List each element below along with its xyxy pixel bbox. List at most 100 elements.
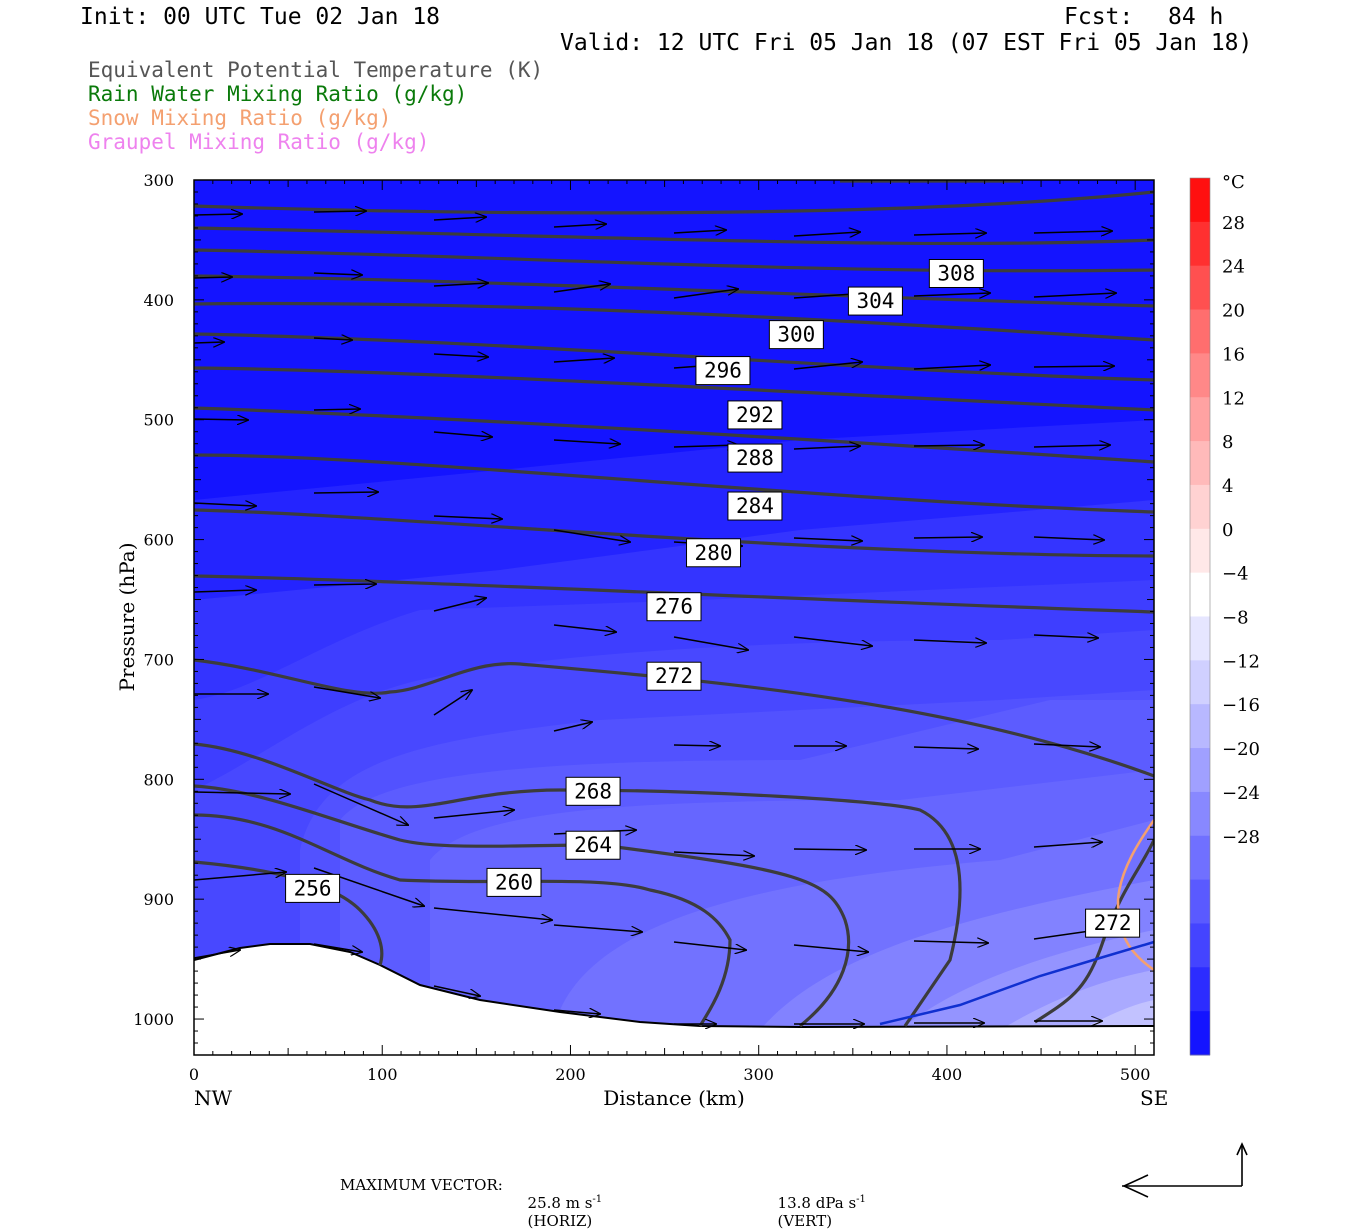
colorbar-swatch — [1190, 835, 1210, 881]
colorbar-label: 12 — [1222, 388, 1245, 409]
theta-e-label: 296 — [704, 359, 742, 383]
colorbar-swatch — [1190, 660, 1210, 705]
colorbar-swatch — [1190, 484, 1210, 530]
colorbar-swatch — [1190, 572, 1210, 617]
theta-e-label: 280 — [695, 541, 733, 565]
colorbar-swatch — [1190, 616, 1210, 661]
legend-theta-e: Equivalent Potential Temperature (K) — [88, 58, 544, 82]
x-tick-label: 400 — [932, 1065, 963, 1084]
x-axis-right-end-label: SE — [1140, 1086, 1168, 1110]
theta-e-label: 268 — [574, 779, 612, 803]
x-tick-label: 0 — [189, 1065, 199, 1084]
legend-snow: Snow Mixing Ratio (g/kg) — [88, 106, 392, 130]
colorbar-swatch — [1190, 879, 1210, 924]
y-axis-label: Pressure (hPa) — [115, 543, 139, 692]
y-tick-label: 700 — [143, 650, 174, 669]
theta-e-label-box — [285, 873, 341, 903]
x-axis-label: Distance (km) — [603, 1086, 745, 1110]
colorbar-swatch — [1190, 1011, 1210, 1056]
theta-e-label: 288 — [736, 446, 774, 470]
colorbar-label: 24 — [1222, 257, 1245, 278]
colorbar-label: 28 — [1222, 213, 1245, 234]
y-tick-label: 900 — [143, 890, 174, 909]
colorbar-frame — [1189, 177, 1211, 1056]
max-vector-label: MAXIMUM VECTOR: — [340, 1176, 503, 1194]
colorbar-label: 0 — [1222, 520, 1233, 541]
legend-rain-water: Rain Water Mixing Ratio (g/kg) — [88, 82, 468, 106]
horiz-vector-tag: (HORIZ) — [527, 1212, 593, 1230]
colorbar-swatch — [1190, 704, 1210, 749]
colorbar-label: −16 — [1222, 695, 1260, 716]
theta-e-label-box — [768, 320, 824, 350]
colorbar-label: −24 — [1222, 783, 1260, 804]
colorbar-swatch — [1190, 748, 1210, 793]
max-horiz-vector: 25.8 m s-1 (HORIZ) — [518, 1176, 603, 1230]
plot-frame — [193, 179, 1155, 1056]
x-tick-label: 500 — [1120, 1065, 1151, 1084]
theta-e-label-box — [646, 661, 702, 691]
axis-tick-labels: 0 100 200 300 400 500 300 400 500 600 700 800 900 100… — [133, 171, 1150, 1084]
reference-vector-icon — [1122, 1142, 1248, 1198]
axis-ticks — [193, 179, 1155, 1056]
theta-e-label: 308 — [937, 261, 975, 285]
y-tick-label: 500 — [143, 411, 174, 430]
theta-e-label: 292 — [736, 403, 774, 427]
colorbar-swatch — [1190, 221, 1210, 267]
theta-e-label: 284 — [736, 494, 774, 518]
vert-vector-value: 13.8 dPa s — [777, 1194, 857, 1212]
theta-e-label-box — [847, 286, 903, 316]
colorbar-label: 20 — [1222, 301, 1245, 322]
colorbar-swatch — [1190, 309, 1210, 354]
colorbar-labels: 28 24 20 16 12 8 4 0 −4 −8 −12 −16 −20 −24 −28 — [1222, 213, 1260, 848]
valid-time: Valid: 12 UTC Fri 05 Jan 18 (07 EST Fri … — [560, 30, 1253, 56]
theta-e-label: 304 — [856, 289, 894, 313]
colorbar-label: −28 — [1222, 827, 1260, 848]
colorbar-swatch — [1190, 791, 1210, 837]
wind-vectors — [193, 211, 1116, 1024]
theta-e-label-box — [727, 491, 783, 521]
y-tick-label: 600 — [143, 531, 174, 550]
x-tick-label: 200 — [555, 1065, 586, 1084]
cross-section-plot: 3083043002962922882842802762722682642602… — [115, 171, 1260, 1198]
colorbar-label: −20 — [1222, 739, 1260, 760]
theta-e-label: 272 — [655, 664, 693, 688]
theta-e-label-box — [727, 400, 783, 430]
y-tick-label: 800 — [143, 770, 174, 789]
theta-e-contours — [194, 180, 1154, 1028]
colorbar-swatch — [1190, 967, 1210, 1012]
x-tick-label: 300 — [743, 1065, 774, 1084]
theta-e-label-box — [695, 356, 751, 386]
colorbar-label: 16 — [1222, 344, 1245, 365]
temperature-colorbar — [1189, 177, 1211, 1056]
theta-e-label-box — [565, 830, 621, 860]
colorbar-swatch — [1190, 178, 1210, 223]
snow-contour — [1116, 819, 1156, 972]
theta-e-label-box — [686, 538, 742, 568]
max-vert-vector: 13.8 dPa s-1 (VERT) — [768, 1176, 866, 1230]
colorbar-label: −12 — [1222, 651, 1260, 672]
temperature-shading — [194, 180, 1154, 1055]
horiz-vector-value: 25.8 m s — [527, 1194, 593, 1212]
theta-e-label-box — [727, 443, 783, 473]
theta-e-label: 300 — [777, 323, 815, 347]
theta-e-label: 260 — [495, 870, 533, 894]
y-tick-label: 300 — [143, 171, 174, 190]
x-axis-left-end-label: NW — [194, 1086, 233, 1110]
colorbar-label: 8 — [1222, 432, 1233, 453]
theta-e-label: 264 — [574, 833, 612, 857]
theta-e-label: 272 — [1094, 911, 1132, 935]
freezing-line — [879, 940, 1155, 1026]
colorbar-swatch — [1190, 353, 1210, 398]
colorbar-label: −8 — [1222, 608, 1249, 629]
forecast-hour: 84 h — [1168, 4, 1224, 30]
colorbar-swatch — [1190, 397, 1210, 442]
y-tick-label: 1000 — [133, 1010, 174, 1029]
colorbar-unit: °C — [1222, 172, 1245, 193]
theta-e-label-box — [486, 867, 542, 897]
colorbar-label: −4 — [1222, 564, 1249, 585]
theta-e-label: 256 — [294, 876, 332, 900]
vert-vector-tag: (VERT) — [777, 1212, 833, 1230]
theta-e-label-box — [565, 776, 621, 806]
colorbar-swatch — [1190, 265, 1210, 311]
